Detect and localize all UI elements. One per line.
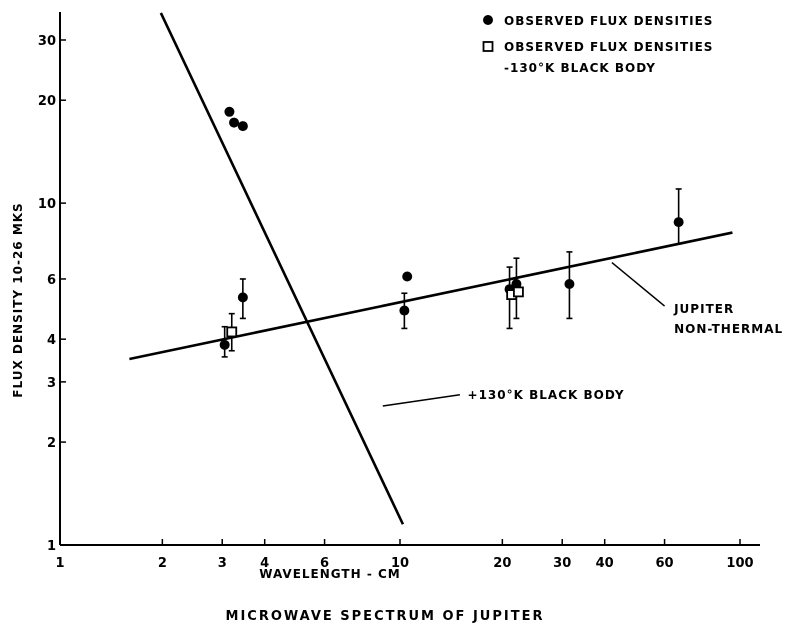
filled-circle-point — [399, 305, 410, 316]
black-body-label: +130°K BLACK BODY — [468, 388, 625, 402]
open-square-point — [226, 326, 238, 338]
y-tick-label: 2 — [47, 436, 56, 451]
x-tick-label: 3 — [218, 556, 227, 571]
legend-marker-circle — [483, 15, 493, 25]
y-tick-label: 30 — [38, 34, 56, 49]
data-points — [219, 106, 684, 350]
axis-labels: WAVELENGTH - CM FLUX DENSITY 10-26 MKS MIC… — [11, 202, 545, 624]
legend: OBSERVED FLUX DENSITIES OBSERVED FLUX DEN… — [482, 14, 713, 75]
filled-circle-point — [229, 117, 240, 128]
filled-circle-point — [224, 106, 235, 117]
legend-label: OBSERVED FLUX DENSITIES — [504, 14, 713, 28]
x-tick-label: 60 — [656, 556, 674, 571]
model-lines: JUPITER NON-THERMAL +130°K BLACK BODY — [129, 12, 783, 525]
x-tick-label: 2 — [158, 556, 167, 571]
non-thermal-label: NON-THERMAL — [674, 322, 783, 336]
legend-label: OBSERVED FLUX DENSITIES — [504, 40, 713, 54]
open-square-point — [513, 286, 524, 298]
ticks: 1 2 3 4 6 10 20 30 40 60 100 1 2 3 4 6 10 20 30 — [38, 34, 754, 571]
filled-circle-point — [219, 339, 230, 350]
filled-circle-point — [237, 292, 248, 303]
chart-title: MICROWAVE SPECTRUM OF JUPITER — [226, 609, 545, 624]
non-thermal-label: JUPITER — [673, 302, 734, 316]
x-tick-label: 4 — [260, 556, 269, 571]
x-tick-label: 100 — [726, 556, 753, 571]
x-tick-label: 1 — [55, 556, 64, 571]
y-axis-label: FLUX DENSITY 10-26 MKS — [11, 202, 25, 397]
x-tick-label: 10 — [391, 556, 409, 571]
x-tick-label: 6 — [320, 556, 329, 571]
error-bars — [221, 188, 682, 358]
y-tick-label: 1 — [47, 539, 56, 554]
non-thermal-leader — [611, 262, 666, 307]
non-thermal-line — [129, 231, 733, 361]
y-tick-label: 6 — [47, 273, 56, 288]
black-body-line — [159, 12, 405, 525]
filled-circle-point — [402, 271, 413, 282]
y-tick-label: 20 — [38, 94, 56, 109]
x-tick-label: 40 — [596, 556, 614, 571]
legend-label: -130°K BLACK BODY — [504, 61, 656, 75]
legend-marker-square — [482, 41, 494, 52]
filled-circle-point — [237, 121, 248, 132]
y-tick-label: 10 — [38, 197, 56, 212]
filled-circle-point — [564, 278, 575, 289]
y-tick-label: 4 — [47, 333, 56, 348]
x-tick-label: 20 — [493, 556, 511, 571]
filled-circle-point — [673, 217, 684, 228]
x-tick-label: 30 — [553, 556, 571, 571]
x-axis-label: WAVELENGTH - CM — [259, 567, 401, 581]
y-tick-label: 3 — [47, 376, 56, 391]
black-body-leader — [382, 394, 460, 407]
